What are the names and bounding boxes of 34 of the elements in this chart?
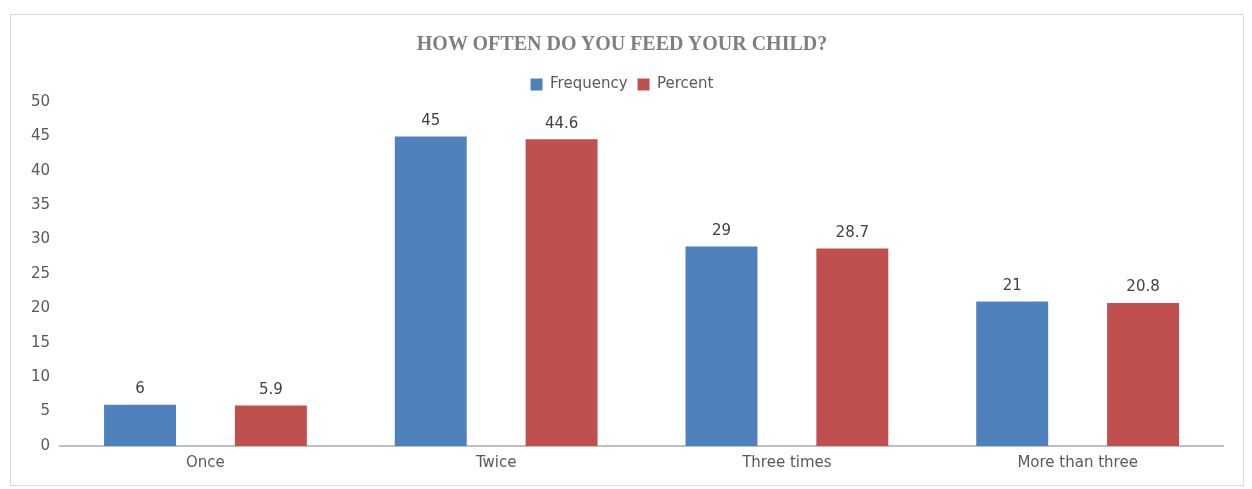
x-tick-label: Once xyxy=(186,452,225,471)
y-tick-label: 45 xyxy=(30,126,51,145)
data-label: 44.6 xyxy=(544,113,579,132)
bar xyxy=(234,405,307,446)
data-label: 5.9 xyxy=(258,379,283,398)
x-tick-label: Three times xyxy=(741,452,832,471)
x-tick-label: Twice xyxy=(474,452,517,471)
legend-label: Percent xyxy=(657,74,714,93)
data-label: 21 xyxy=(1002,275,1022,294)
data-label: 20.8 xyxy=(1126,277,1160,296)
y-tick-label: 35 xyxy=(30,195,51,214)
bar xyxy=(525,139,598,446)
y-tick-label: 15 xyxy=(30,332,51,351)
data-label: 29 xyxy=(711,220,732,239)
y-tick-label: 25 xyxy=(30,263,51,282)
bar xyxy=(685,246,758,446)
y-tick-label: 30 xyxy=(30,229,51,248)
y-tick-label: 40 xyxy=(30,160,51,179)
data-label: 28.7 xyxy=(835,222,870,241)
bar xyxy=(1107,302,1180,446)
y-tick-label: 5 xyxy=(40,401,51,420)
bar xyxy=(394,136,467,446)
bar xyxy=(816,248,889,446)
legend-label: Frequency xyxy=(550,74,628,93)
data-label: 6 xyxy=(135,379,145,398)
y-tick-label: 0 xyxy=(40,435,51,454)
x-tick-label: More than three xyxy=(1017,452,1138,471)
y-tick-label: 50 xyxy=(30,91,51,110)
y-tick-label: 10 xyxy=(30,367,51,386)
bar xyxy=(104,404,177,446)
y-tick-label: 20 xyxy=(30,298,51,317)
data-label: 45 xyxy=(421,110,441,129)
chart-title: HOW OFTEN DO YOU FEED YOUR CHILD? xyxy=(416,32,828,55)
bar xyxy=(976,301,1049,446)
